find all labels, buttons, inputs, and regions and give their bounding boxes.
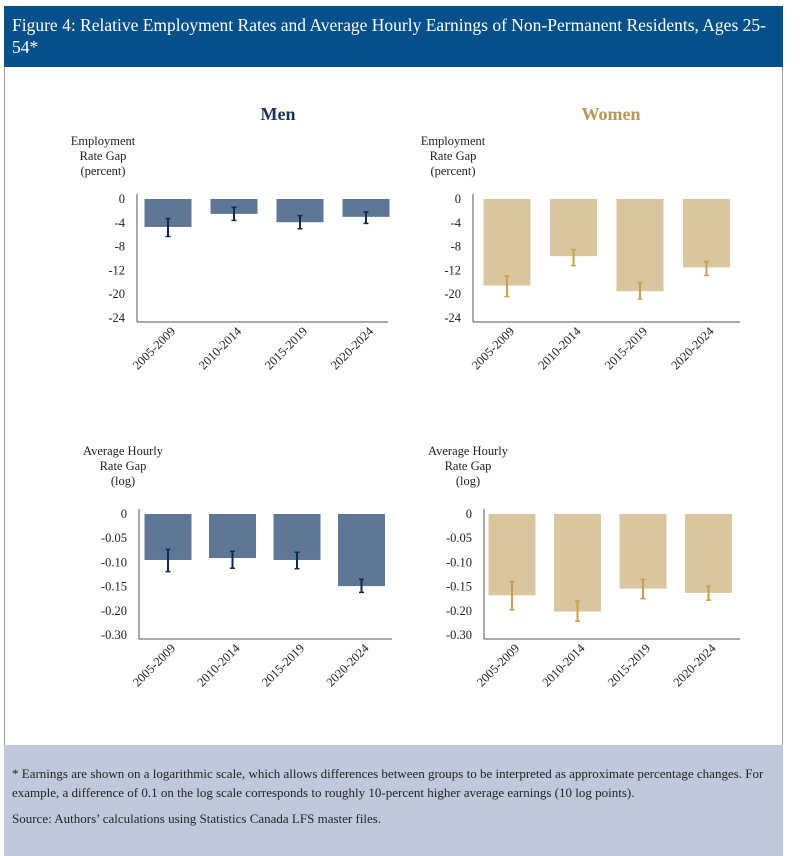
y-tick-label: -0.20 [101,604,127,618]
x-tick-label: 2020-2024 [670,641,719,690]
y-tick-label: 0 [455,192,461,206]
y-tick-label: -8 [451,240,461,254]
bar [210,199,258,214]
y-tick-label: -0.30 [446,628,472,642]
bar [554,514,601,612]
x-tick-label: 2015-2019 [259,641,307,689]
y-tick-label: -0.05 [446,531,472,545]
y-tick-label: -0.10 [101,555,127,569]
x-tick-label: 2010-2014 [539,641,588,690]
y-axis-title: (percent) [80,164,125,178]
x-tick-label: 2015-2019 [605,641,653,689]
bar [276,199,324,223]
y-tick-label: 0 [466,507,472,521]
chart-panel [4,67,783,746]
y-tick-label: -24 [444,311,461,325]
y-tick-label: -12 [444,263,461,277]
y-axis-title: Rate Gap [445,459,492,473]
column-title-women: Women [581,104,640,124]
y-tick-label: -4 [451,216,462,230]
figure-title: Figure 4: Relative Employment Rates and … [4,6,783,67]
y-tick-label: -0.15 [446,580,472,594]
y-axis-title: Employment [421,134,486,148]
y-tick-label: -0.20 [446,604,472,618]
y-tick-label: 0 [119,192,125,206]
y-tick-label: -0.15 [101,580,127,594]
y-tick-label: -8 [115,240,125,254]
y-axis-title: Rate Gap [80,149,127,163]
x-tick-label: 2020-2024 [668,324,717,373]
y-tick-label: -24 [108,311,125,325]
y-axis-title: Rate Gap [100,459,147,473]
bar [685,514,732,593]
y-tick-label: -0.10 [446,555,472,569]
x-tick-label: 2005-2009 [469,324,517,372]
y-tick-label: 0 [121,507,127,521]
y-axis-title: Average Hourly [428,444,509,458]
bar [619,514,667,589]
y-axis-title: (log) [456,474,480,488]
footnote-note: * Earnings are shown on a logarithmic sc… [12,766,764,800]
column-title-men: Men [261,104,296,124]
bar [616,199,664,292]
x-tick-label: 2005-2009 [130,324,178,372]
footnote-box: * Earnings are shown on a logarithmic sc… [4,745,783,856]
bar [342,199,390,217]
y-axis-title: (log) [111,474,135,488]
y-axis-title: Average Hourly [83,444,164,458]
x-tick-label: 2005-2009 [130,641,178,689]
x-tick-label: 2020-2024 [328,324,377,373]
x-tick-label: 2010-2014 [535,324,584,373]
x-tick-label: 2020-2024 [323,641,372,690]
x-tick-label: 2015-2019 [262,324,310,372]
y-tick-label: -20 [444,287,461,301]
bar [338,514,385,587]
footnote-source: Source: Authors’ calculations using Stat… [12,811,382,826]
y-tick-label: -12 [108,263,125,277]
y-tick-label: -20 [108,287,125,301]
y-axis-title: Employment [71,134,136,148]
y-axis-title: (percent) [430,164,475,178]
y-axis-title: Rate Gap [430,149,477,163]
bar [550,199,597,257]
bar [683,199,730,268]
x-tick-label: 2010-2014 [194,641,243,690]
x-tick-label: 2010-2014 [196,324,245,373]
bar [483,199,531,286]
y-tick-label: -0.30 [101,628,127,642]
y-tick-label: -4 [115,216,126,230]
y-tick-label: -0.05 [101,531,127,545]
x-tick-label: 2005-2009 [474,641,522,689]
x-tick-label: 2015-2019 [602,324,650,372]
